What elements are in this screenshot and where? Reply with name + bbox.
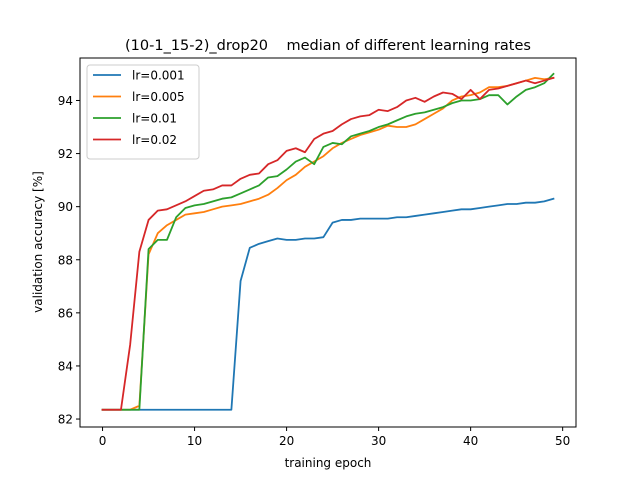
y-tick-label: 92 [58, 147, 73, 161]
x-axis: 0 10 20 30 40 50 [99, 427, 570, 448]
plot-area [101, 72, 555, 411]
y-tick-label: 94 [58, 94, 73, 108]
series-line-lr-0-001 [101, 197, 555, 411]
y-tick-label: 84 [58, 359, 73, 373]
y-tick-label: 82 [58, 413, 73, 427]
x-tick-label: 30 [371, 434, 386, 448]
y-axis: 82 84 86 88 90 92 94 [58, 94, 80, 427]
legend-label: lr=0.001 [132, 69, 185, 83]
axes-frame [79, 57, 577, 428]
series-line-lr-0-02 [101, 76, 555, 411]
legend-box [86, 64, 200, 160]
series-line-lr-0-01 [101, 72, 555, 411]
chart-title: (10-1_15-2)_drop20 median of different l… [125, 38, 531, 54]
x-tick-label: 50 [555, 434, 570, 448]
legend: lr=0.001 lr=0.005 lr=0.01 lr=0.02 [86, 64, 200, 160]
y-tick-label: 88 [58, 253, 73, 267]
x-tick-label: 10 [187, 434, 202, 448]
legend-label: lr=0.005 [132, 90, 185, 104]
legend-label: lr=0.01 [132, 112, 177, 126]
x-tick-label: 20 [279, 434, 294, 448]
y-tick-label: 86 [58, 306, 73, 320]
y-axis-label: validation accuracy [%] [31, 171, 45, 313]
legend-label: lr=0.02 [132, 133, 177, 147]
x-tick-label: 0 [99, 434, 107, 448]
series-line-lr-0-005 [101, 76, 555, 411]
y-tick-label: 90 [58, 200, 73, 214]
x-axis-label: training epoch [285, 456, 372, 470]
x-tick-label: 40 [463, 434, 478, 448]
